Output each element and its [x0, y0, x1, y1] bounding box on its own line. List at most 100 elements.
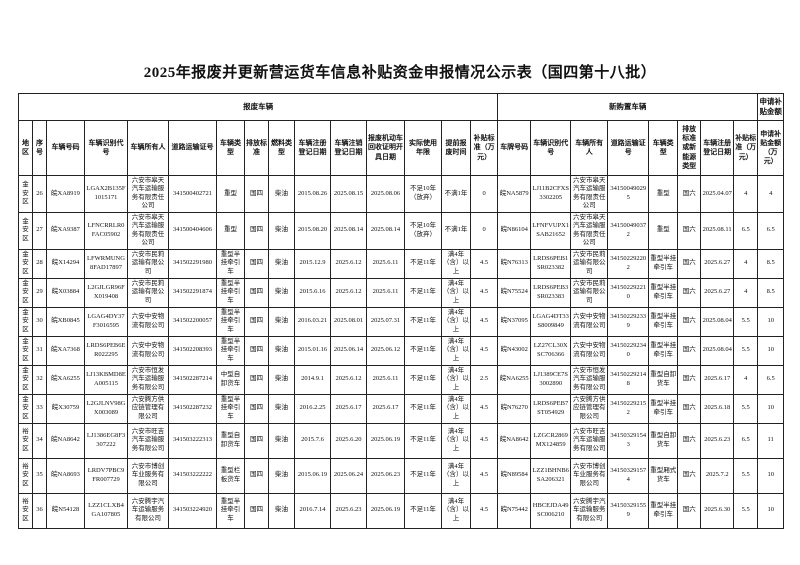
table-cell: 4.5	[469, 306, 499, 337]
table-cell: 皖X03884	[46, 277, 85, 308]
table-cell: LFNCRRLR0FAC05902	[84, 211, 128, 250]
table-cell: L2GJLNV98GX003089	[84, 393, 128, 424]
table-cell: 重型栏板货车	[216, 457, 245, 494]
table-cell: 六安中安物流有限公司	[570, 306, 609, 337]
table-cell: 重型半挂牵引车	[216, 335, 245, 366]
column-header: 实际使用年限	[404, 120, 442, 176]
group-header-scrapped: 报废车辆	[17, 93, 499, 121]
table-cell: 10	[757, 393, 785, 424]
table-cell: 国六	[677, 211, 702, 250]
table-cell: 重型厢式货车	[648, 457, 679, 494]
table-cell: 国六	[677, 364, 702, 395]
table-cell: 国六	[677, 248, 702, 279]
table-cell: 满4年（含）以上	[441, 248, 471, 279]
table-cell: LRDS6PEB1SR023382	[530, 248, 572, 279]
table-cell: 金安区	[18, 335, 33, 366]
table-cell: 皖XA6255	[46, 364, 85, 395]
table-cell: 10	[757, 306, 785, 337]
table-cell: LGAG4DT33S8009849	[530, 306, 572, 337]
table-cell: 2025.6.20	[330, 422, 367, 459]
table-cell: 不足11年	[404, 248, 442, 279]
table-cell: 不满1年	[441, 175, 471, 213]
table-cell: 国六	[677, 457, 702, 494]
table-cell: LGAG4DY37F3016595	[84, 306, 128, 337]
table-row: 金安区 27 皖XA9387 LFNCRRLR0FAC05902 六安市皋天汽车运输服务…	[18, 211, 785, 250]
table-cell: 2025.6.11	[366, 277, 405, 308]
table-cell: 4.5	[469, 277, 499, 308]
table-cell: LRDS6PEB3SR023383	[530, 277, 572, 308]
table-cell: 2025.08.01	[330, 306, 367, 337]
table-cell: 341503222313	[168, 422, 217, 459]
table-cell: 2025.06.14	[330, 335, 367, 366]
table-cell: 皖NA8642	[46, 422, 85, 459]
table-cell: 皖N43002	[497, 335, 532, 366]
column-header: 道路运输证号	[607, 120, 650, 176]
column-header: 排放标准	[244, 120, 269, 176]
table-cell: 柴油	[268, 364, 295, 395]
table-cell: 2025.6.23	[330, 492, 367, 529]
column-header: 车辆类型	[216, 120, 245, 176]
table-cell: 六安腾宇汽车运输服务有限公司	[127, 492, 169, 529]
table-cell: 5.5	[733, 306, 759, 337]
table-cell: LZZ1CLXB4GA107805	[84, 492, 128, 529]
table-cell: 皖XA7368	[46, 335, 85, 366]
table-cell: 2025.06.24	[330, 457, 367, 494]
table-cell: 2025.08.11	[700, 211, 735, 250]
table-cell: 国四	[244, 277, 269, 308]
table-cell: 国四	[244, 248, 269, 279]
group-header-subsidy: 申请补贴金额	[757, 93, 785, 121]
table-cell: 341503291574	[607, 457, 650, 494]
table-cell: 满4年（含）以上	[441, 277, 471, 308]
table-cell: 国四	[244, 393, 269, 424]
table-cell: 六安市皋天汽车运输服务有限责任公司	[127, 175, 169, 213]
table-cell: 2016.2.25	[294, 393, 331, 424]
table-cell: 4.5	[469, 393, 499, 424]
table-cell: 6.5	[733, 422, 759, 459]
column-header: 序号	[32, 120, 47, 176]
table-cell: LZ27CL30XSC706366	[530, 335, 572, 366]
table-cell: 不满1年	[441, 211, 471, 250]
table-cell: 2015.7.6	[294, 422, 331, 459]
table-cell: 重型半挂牵引车	[216, 306, 245, 337]
table-cell: 重型半挂牵引车	[648, 492, 679, 529]
table-cell: 金安区	[18, 364, 33, 395]
table-cell: 10	[757, 492, 785, 529]
table-cell: 2025.06.19	[366, 492, 405, 529]
table-cell: 不足11年	[404, 393, 442, 424]
table-row: 裕安区 35 皖NA8693 LRDV7PBC9FR007729 六安市博创车业服务有限…	[18, 457, 785, 494]
table-cell: 皖N86104	[497, 211, 532, 250]
column-header: 车辆所有人	[127, 120, 169, 176]
table-cell: 满4年（含）以上	[441, 492, 471, 529]
column-header: 车辆注销登记日期	[330, 120, 367, 176]
table-cell: 柴油	[268, 175, 295, 213]
table-cell: HBCEJDA49SC006210	[530, 492, 572, 529]
table-cell: 341502292148	[607, 364, 650, 395]
subsidy-notice-table: 报废车辆 新购置车辆 申请补贴金额 地区 序号 车辆号码 车辆识别代号 车辆所有人 道路运…	[17, 93, 785, 529]
table-cell: 2015.08.26	[294, 175, 331, 213]
column-header: 补贴标准（万元）	[469, 120, 499, 176]
column-header: 提前报废时间	[441, 120, 471, 176]
table-cell: 2025.08.06	[366, 175, 405, 213]
column-header: 车辆注册登记日期	[294, 120, 331, 176]
table-cell: 六安市民莉运输有限公司	[127, 277, 169, 308]
table-cell: 六安市民莉运输有限公司	[570, 277, 609, 308]
table-cell: 341502292202	[607, 248, 650, 279]
table-cell: 六安市皋天汽车运输服务有限责任公司	[570, 211, 609, 250]
table-row: 裕安区 36 皖N54128 LZZ1CLXB4GA107805 六安腾宇汽车运输服务有…	[18, 492, 785, 529]
table-cell: 柴油	[268, 211, 295, 250]
table-cell: 2015.6.16	[294, 277, 331, 308]
table-cell: 36	[32, 492, 47, 529]
table-cell: 重型半挂牵引车	[648, 393, 679, 424]
table-cell: 341500402721	[168, 175, 217, 213]
table-cell: 重型半挂牵引车	[216, 248, 245, 279]
table-cell: 2015.12.9	[294, 248, 331, 279]
group-header-new: 新购置车辆	[497, 93, 759, 121]
table-cell: 金安区	[18, 175, 33, 213]
column-header: 车牌号码	[497, 120, 532, 176]
table-cell: 2025.08.04	[700, 306, 735, 337]
table-cell: 柴油	[268, 457, 295, 494]
group-header-row: 报废车辆 新购置车辆 申请补贴金额	[17, 93, 785, 121]
column-header: 车辆注册登记日期	[700, 120, 735, 176]
table-cell: 不足11年	[404, 306, 442, 337]
